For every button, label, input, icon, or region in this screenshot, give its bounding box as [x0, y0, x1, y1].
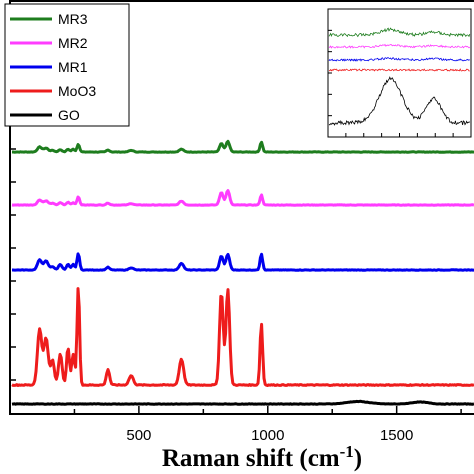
x-tick-label: 500 — [126, 427, 151, 444]
inset-series-moo3 — [329, 68, 470, 72]
series-line-mr2 — [11, 189, 474, 207]
x-axis-label-main: Raman shift (cm — [162, 445, 340, 472]
x-axis-label: Raman shift (cm-1) — [162, 442, 362, 472]
series-line-go — [11, 399, 474, 406]
x-axis-label-suffix: ) — [354, 445, 362, 472]
x-axis-ticks: 500 1000 1500 — [9, 406, 462, 444]
x-tick-label: 1000 — [251, 427, 284, 444]
legend-label: GO — [58, 107, 80, 123]
legend: MR3 MR2 MR1 MoO3 GO — [4, 3, 130, 127]
plot-area — [9, 0, 474, 415]
inset-series-mr2 — [328, 43, 471, 49]
series-line-mr3 — [11, 139, 474, 154]
legend-label: MR2 — [58, 35, 88, 51]
inset-series-mr1 — [328, 56, 471, 62]
inset-series-mr3 — [328, 27, 471, 38]
legend-box — [4, 3, 130, 127]
legend-label: MR3 — [58, 11, 88, 27]
inset-series-go — [328, 76, 471, 126]
plot-frame — [9, 0, 474, 415]
legend-label: MoO3 — [58, 83, 96, 99]
inset-plot — [327, 8, 472, 138]
legend-label: MR1 — [58, 59, 88, 75]
series-line-moo3 — [11, 287, 474, 387]
inset-frame — [327, 8, 472, 138]
series-line-mr1 — [11, 252, 474, 272]
x-tick-label: 1500 — [380, 427, 413, 444]
x-axis-label-superscript: -1 — [340, 442, 354, 461]
